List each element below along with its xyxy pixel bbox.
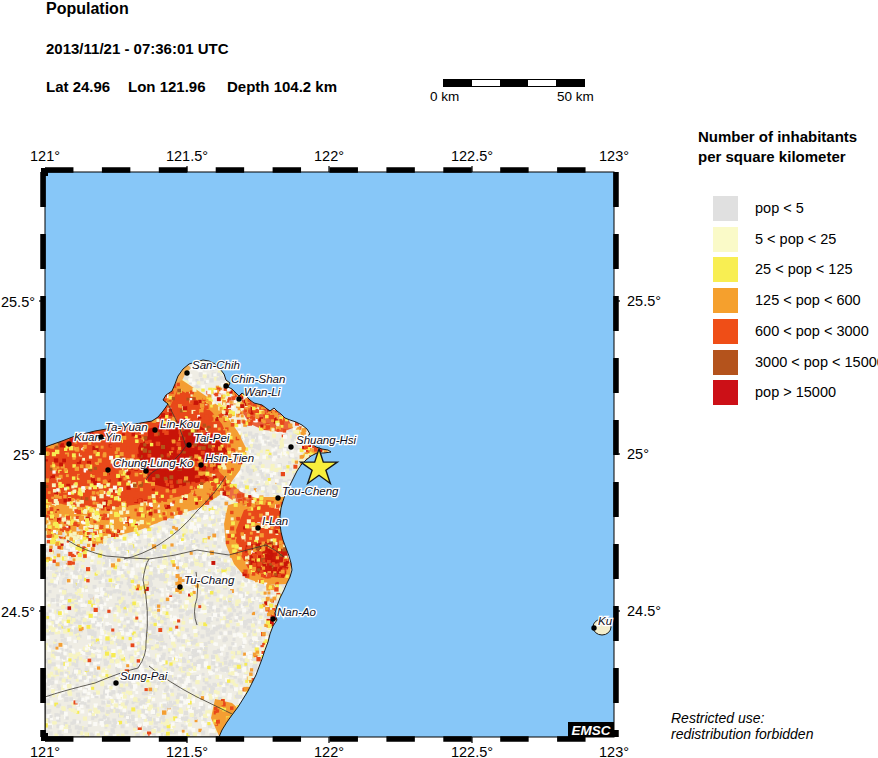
svg-text:San-Chih: San-Chih xyxy=(192,359,240,371)
svg-text:EMSC: EMSC xyxy=(571,723,610,738)
svg-text:Lin-Kou: Lin-Kou xyxy=(160,418,200,430)
svg-text:Tou-Cheng: Tou-Cheng xyxy=(282,485,339,497)
svg-text:121°: 121° xyxy=(30,148,60,164)
svg-text:121.5°: 121.5° xyxy=(166,744,208,758)
svg-text:I-Lan: I-Lan xyxy=(262,515,288,527)
svg-text:Tu-Chang: Tu-Chang xyxy=(184,574,235,586)
svg-text:123°: 123° xyxy=(599,148,629,164)
svg-text:122.5°: 122.5° xyxy=(451,148,493,164)
svg-text:24.5°: 24.5° xyxy=(627,603,661,619)
svg-text:Ta-Yuan: Ta-Yuan xyxy=(105,421,148,433)
svg-text:122°: 122° xyxy=(314,744,344,758)
svg-text:25°: 25° xyxy=(627,446,649,462)
svg-text:Sung-Pai: Sung-Pai xyxy=(120,670,168,682)
svg-text:24.5°: 24.5° xyxy=(1,604,35,620)
svg-text:121.5°: 121.5° xyxy=(166,148,208,164)
svg-text:25.5°: 25.5° xyxy=(1,294,35,310)
svg-text:Ku: Ku xyxy=(598,615,613,627)
svg-text:Chin-Shan: Chin-Shan xyxy=(231,373,285,385)
svg-text:122°: 122° xyxy=(314,148,344,164)
svg-text:Lung-Ko: Lung-Ko xyxy=(150,457,194,469)
svg-text:Nan-Ao: Nan-Ao xyxy=(277,606,317,618)
svg-text:Shuang-Hsi: Shuang-Hsi xyxy=(296,434,357,446)
svg-text:121°: 121° xyxy=(30,744,60,758)
svg-text:123°: 123° xyxy=(599,744,629,758)
svg-text:122.5°: 122.5° xyxy=(451,744,493,758)
svg-text:Hsin-Tien: Hsin-Tien xyxy=(205,452,254,464)
svg-text:Tai-Pei: Tai-Pei xyxy=(194,432,230,444)
svg-text:Wan-Li: Wan-Li xyxy=(244,386,281,398)
svg-text:25°: 25° xyxy=(13,447,35,463)
svg-text:25.5°: 25.5° xyxy=(627,293,661,309)
